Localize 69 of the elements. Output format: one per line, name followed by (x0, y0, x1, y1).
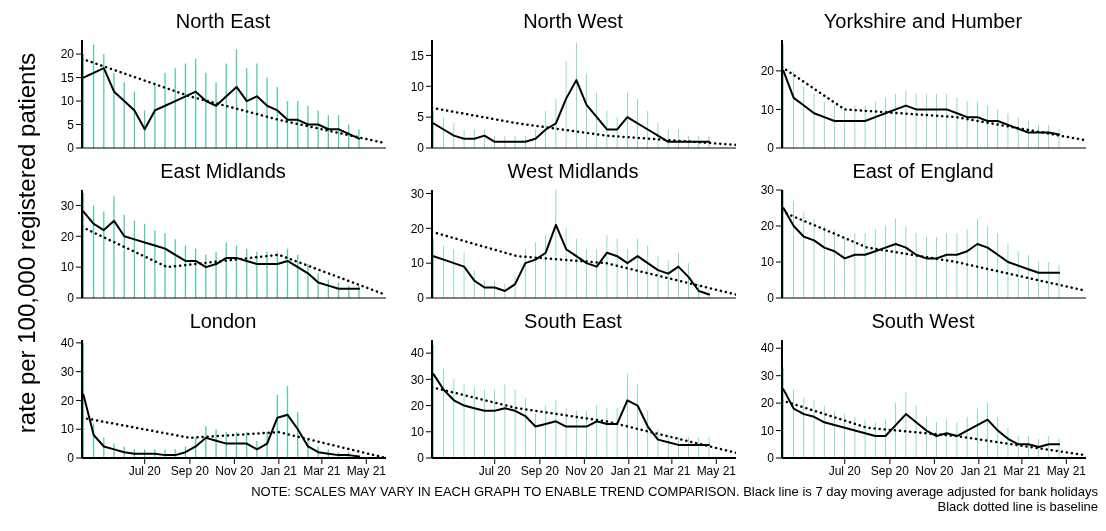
x-tick-label: Jul 20 (128, 463, 162, 478)
x-tick-label: Sep 20 (520, 463, 560, 478)
y-tick-label: 5 (417, 110, 425, 125)
x-tick-label: Sep 20 (170, 463, 210, 478)
chart-title: West Midlands (506, 159, 640, 184)
y-tick-label: 30 (410, 372, 425, 387)
chart-title: South West (870, 309, 976, 334)
y-tick-label: 10 (760, 255, 775, 270)
y-tick-label: 0 (67, 141, 75, 156)
x-tick-label: Jul 20 (828, 463, 862, 478)
x-tick-label: Sep 20 (870, 463, 910, 478)
chart-title: London (188, 309, 258, 334)
x-tick-label: Nov 20 (215, 463, 254, 478)
y-tick-label: 0 (67, 451, 75, 466)
y-tick-label: 10 (760, 423, 775, 438)
text: NOTE: SCALES MAY VARY IN EACH GRAPH TO ENABLE TREND COMPARISON. Black line is 7 day moving average adjusted for bank holidays (250, 484, 1098, 499)
chart-title: East of England (851, 159, 995, 184)
y-tick-label: 10 (60, 260, 75, 275)
text: Black dotted line is baseline (936, 499, 1098, 514)
y-tick-label: 20 (60, 229, 75, 244)
y-tick-label: 10 (410, 425, 425, 440)
y-tick-label: 5 (67, 117, 75, 132)
x-tick-label: Nov 20 (565, 463, 604, 478)
y-tick-label: 40 (760, 341, 775, 356)
y-tick-label: 30 (60, 364, 75, 379)
x-tick-label: Nov 20 (915, 463, 954, 478)
y-tick-label: 20 (760, 396, 775, 411)
y-tick-label: 20 (410, 221, 425, 236)
y-tick-label: 10 (410, 79, 425, 94)
y-tick-label: 20 (60, 393, 75, 408)
x-tick-label: Jan 21 (610, 463, 648, 478)
x-tick-label: May 21 (696, 463, 737, 478)
y-tick-label: 10 (410, 256, 425, 271)
y-tick-label: 0 (767, 291, 775, 306)
y-tick-label: 20 (410, 398, 425, 413)
x-tick-label: Mar 21 (1003, 463, 1041, 478)
y-tick-label: 40 (410, 346, 425, 361)
chart-title: South East (523, 309, 623, 334)
y-tick-label: 20 (760, 64, 775, 79)
y-tick-label: 0 (767, 451, 775, 466)
y-tick-label: 0 (417, 291, 425, 306)
x-tick-label: Mar 21 (303, 463, 341, 478)
y-tick-label: 20 (60, 47, 75, 62)
y-tick-label: 15 (410, 48, 425, 63)
x-tick-label: Jan 21 (960, 463, 998, 478)
y-tick-label: 0 (767, 141, 775, 156)
y-tick-label: 30 (760, 368, 775, 383)
y-tick-label: 0 (417, 141, 425, 156)
y-tick-label: 40 (60, 336, 75, 351)
x-tick-label: May 21 (346, 463, 387, 478)
chart-title: East Midlands (159, 159, 287, 184)
y-tick-label: 20 (760, 219, 775, 234)
y-axis-title: rate per 100,000 registered patients (12, 51, 41, 436)
y-tick-label: 0 (67, 291, 75, 306)
y-tick-label: 10 (760, 102, 775, 117)
x-tick-label: May 21 (1046, 463, 1087, 478)
y-tick-label: 30 (410, 186, 425, 201)
x-tick-label: Jul 20 (478, 463, 512, 478)
y-tick-label: 30 (60, 198, 75, 213)
y-tick-label: 30 (760, 183, 775, 198)
chart-title: Yorkshire and Humber (822, 9, 1024, 34)
x-tick-label: Jan 21 (260, 463, 298, 478)
chart-title: North East (174, 9, 272, 34)
y-tick-label: 10 (60, 94, 75, 109)
x-tick-label: Mar 21 (653, 463, 691, 478)
y-tick-label: 15 (60, 70, 75, 85)
y-tick-label: 10 (60, 422, 75, 437)
y-tick-label: 0 (417, 451, 425, 466)
chart-title: North West (522, 9, 624, 34)
